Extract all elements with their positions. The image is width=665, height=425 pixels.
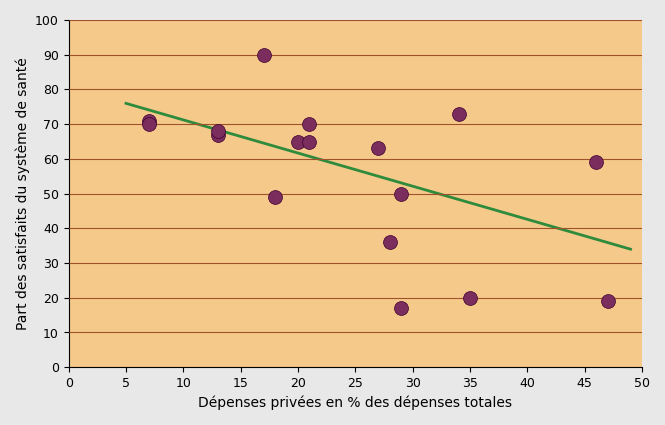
Point	[396, 305, 406, 312]
Point	[304, 121, 315, 128]
Point	[591, 159, 601, 166]
Point	[144, 121, 154, 128]
Point	[602, 298, 613, 305]
X-axis label: Dépenses privées en % des dépenses totales: Dépenses privées en % des dépenses total…	[198, 396, 512, 410]
Point	[293, 138, 303, 145]
Point	[304, 138, 315, 145]
Y-axis label: Part des satisfaits du système de santé: Part des satisfaits du système de santé	[15, 57, 29, 330]
Point	[373, 145, 384, 152]
Point	[465, 295, 475, 301]
Point	[212, 128, 223, 134]
Point	[270, 194, 281, 201]
Point	[258, 51, 269, 58]
Point	[454, 110, 464, 117]
Point	[144, 117, 154, 124]
Point	[396, 190, 406, 197]
Point	[384, 239, 395, 246]
Point	[212, 131, 223, 138]
